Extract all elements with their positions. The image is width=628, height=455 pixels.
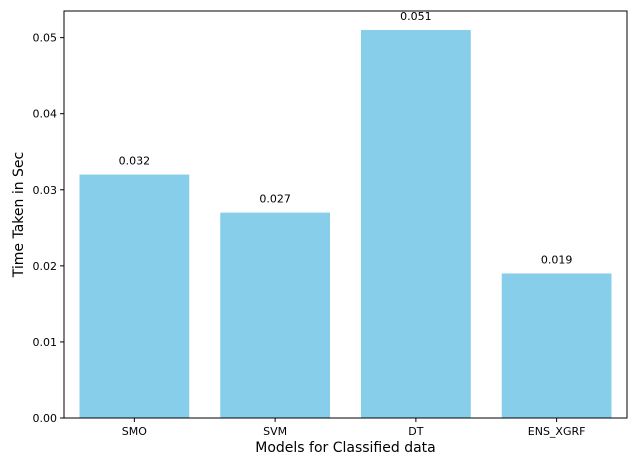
bar-value-label: 0.019 <box>541 253 573 266</box>
bar-value-label: 0.051 <box>400 10 432 23</box>
x-axis-ticks: SMO SVM DT ENS_XGRF <box>122 418 586 438</box>
y-axis-ticks: 0.00 0.01 0.02 0.03 0.04 0.05 <box>33 32 64 425</box>
bar-ens-xgrf <box>501 273 612 418</box>
bar-value-label: 0.027 <box>259 193 291 206</box>
x-tick-label: SMO <box>122 425 147 438</box>
y-tick-label: 0.03 <box>33 184 58 197</box>
bar-smo <box>79 174 190 418</box>
x-axis-title: Models for Classified data <box>255 440 436 455</box>
plot-frame <box>63 10 628 419</box>
y-tick-label: 0.05 <box>33 32 58 45</box>
y-tick-label: 0.02 <box>33 260 58 273</box>
y-axis-title: Time Taken in Sec <box>11 152 27 278</box>
x-tick-label: ENS_XGRF <box>528 425 586 438</box>
y-tick-label: 0.01 <box>33 336 58 349</box>
bar-value-labels: 0.032 0.027 0.051 0.019 <box>119 10 573 266</box>
x-tick-label: SVM <box>263 425 287 438</box>
bar-svm <box>220 212 331 418</box>
y-tick-label: 0.00 <box>33 412 58 425</box>
bar-dt <box>360 30 471 419</box>
bar-value-label: 0.032 <box>119 155 151 168</box>
y-tick-label: 0.04 <box>33 108 58 121</box>
x-tick-label: DT <box>408 425 423 438</box>
bars <box>79 30 612 419</box>
